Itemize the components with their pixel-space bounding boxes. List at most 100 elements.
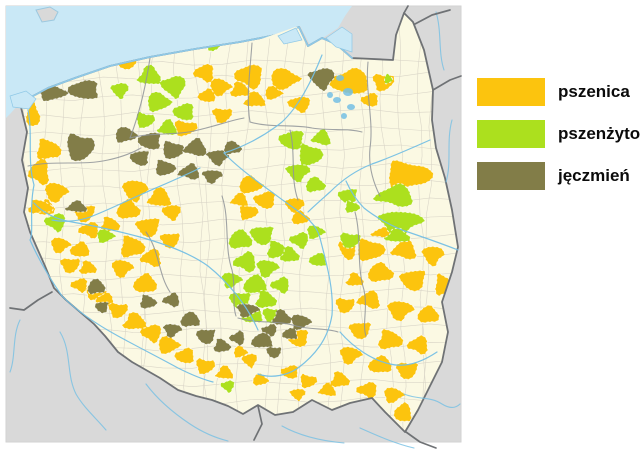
puck-bay [277,27,303,45]
crop-patch [384,73,394,85]
crop-patch [59,257,81,274]
crop-patch [328,67,369,95]
crop-patch [132,272,158,293]
crop-patch [367,354,393,373]
crop-patch [395,362,419,380]
crop-patch [136,111,156,129]
crop-patch [367,261,395,283]
rivers-outside-poland [9,11,461,449]
crop-patch [96,228,117,244]
legend-item-jeczmien: jęczmień [477,162,640,190]
crop-patch [239,203,260,221]
legend: pszenica pszenżyto jęczmień [477,78,640,204]
crop-patch [357,237,387,262]
crop-patch [211,107,233,124]
crop-patch [372,183,414,208]
crop-patch [388,159,434,190]
legend-label-jeczmien: jęczmień [558,166,630,185]
crop-patch [64,199,88,213]
crop-patch [195,329,216,345]
crop-patch [110,259,135,279]
crop-patch [162,140,186,160]
crop-patch [252,190,276,210]
crop-patch [393,401,412,422]
crop-patch [171,102,194,121]
crop-patch [305,175,327,193]
crop-patch [219,379,235,394]
crop-patch [161,291,180,308]
legend-item-pszenica: pszenica [477,78,640,106]
legend-label-pszenzyto: pszenżyto [558,124,640,143]
crop-patch [233,64,263,91]
vistula-lagoon [325,26,353,53]
crop-patch [134,217,161,238]
crop-patch [115,126,139,144]
voivodeship-borders [27,42,381,337]
crop-patch [271,308,293,326]
hel-peninsula [260,26,298,42]
crop-patch [288,388,307,402]
crop-patch [156,118,178,136]
szczecin-lagoon [9,90,37,110]
crop-patch [344,200,361,214]
baltic-sea [6,6,352,118]
crop-patch [279,245,301,263]
crop-patch [398,269,426,292]
crop-patch [147,91,173,113]
crop-patch [265,346,283,359]
crop-patch [279,364,299,380]
crop-patch [66,132,96,162]
masurian-lakes [327,75,355,119]
crop-patch [376,211,426,237]
crop-patch [160,204,182,222]
crop-patch [121,179,150,204]
crop-patch [94,301,110,314]
crop-patch [129,150,150,167]
crop-patch [339,346,364,366]
bornholm-island [35,6,59,23]
crop-patch [69,240,91,258]
neighbor-country-borders [9,5,462,449]
crop-patch [355,381,378,400]
crop-patch [209,77,234,97]
crop-patch [173,119,199,137]
crop-patch [377,328,404,350]
legend-item-pszenzyto: pszenżyto [477,120,640,148]
crop-patch [252,373,270,387]
crop-patch [195,357,216,375]
crop-patch [264,85,285,101]
crop-patch [200,169,224,185]
crop-patch [139,294,158,310]
crop-patch [416,304,440,324]
crop-patch [299,143,324,167]
legend-label-pszenica: pszenica [558,82,630,101]
crop-patch [255,259,281,279]
crop-patch [329,370,351,388]
crop-patch [233,345,249,359]
coastline [19,26,353,104]
crop-patch [386,300,416,322]
crop-patch [260,323,278,338]
crop-patch [173,347,195,364]
crop-patch [308,252,327,267]
crop-patch [155,159,177,177]
crop-patch [44,182,70,204]
crop-patch [36,137,63,162]
crop-patch [306,224,327,240]
crop-patch [270,67,303,91]
crop-patch [50,237,73,254]
legend-swatch-jeczmien [477,162,545,190]
crop-patch [181,137,208,157]
crop-patch [355,289,381,310]
crop-patch [137,132,162,151]
crop-patch [345,271,365,287]
crop-patch [383,227,411,243]
crop-patch [179,310,201,328]
crop-patch [109,82,130,100]
crop-patch [214,364,234,380]
crop-patch [250,332,274,349]
legend-swatch-pszenzyto [477,120,545,148]
crop-patch [205,149,230,167]
